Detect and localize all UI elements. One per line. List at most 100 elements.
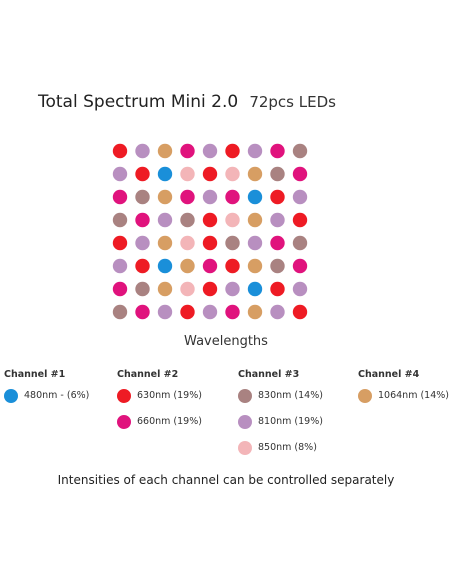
legend-item-810nm: 810nm (19%) bbox=[238, 414, 323, 429]
led-850nm-r2-c4 bbox=[180, 166, 195, 182]
led-810nm-r8-c8 bbox=[270, 304, 285, 320]
channel-2: Channel #2 630nm (19%) 660nm (19%) bbox=[117, 369, 202, 440]
led-1064nm-r6-c4 bbox=[180, 258, 195, 274]
led-830nm-r1-c9 bbox=[292, 143, 308, 159]
led-1064nm-r7-c3 bbox=[157, 281, 173, 297]
channel-title: Channel #2 bbox=[117, 369, 179, 380]
led-dot-icon bbox=[238, 388, 252, 403]
led-630nm-r4-c5 bbox=[202, 212, 218, 228]
led-810nm-r7-c6 bbox=[225, 281, 240, 297]
led-480nm-r7-c7 bbox=[247, 281, 263, 297]
led-480nm-r3-c7 bbox=[247, 189, 263, 205]
legend-item-660nm: 660nm (19%) bbox=[117, 414, 202, 429]
led-630nm-r6-c6 bbox=[225, 258, 240, 274]
led-dot-icon bbox=[358, 388, 372, 403]
legend-label: 480nm - (6%) bbox=[24, 390, 90, 401]
led-810nm-r4-c3 bbox=[157, 212, 173, 228]
led-480nm-r6-c3 bbox=[157, 258, 173, 274]
led-1064nm-r2-c7 bbox=[247, 166, 263, 182]
legend-label: 810nm (19%) bbox=[258, 416, 323, 427]
legend-item-1064nm: 1064nm (14%) bbox=[358, 388, 449, 403]
led-1064nm-r5-c3 bbox=[157, 235, 173, 251]
led-850nm-r7-c4 bbox=[180, 281, 195, 297]
led-810nm-r1-c7 bbox=[247, 143, 263, 159]
led-630nm-r7-c5 bbox=[202, 281, 218, 297]
led-630nm-r6-c2 bbox=[135, 258, 150, 274]
led-830nm-r7-c2 bbox=[135, 281, 150, 297]
led-660nm-r1-c4 bbox=[180, 143, 195, 159]
wavelengths-heading: Wavelengths bbox=[184, 334, 268, 349]
led-810nm-r4-c8 bbox=[270, 212, 285, 228]
led-850nm-r2-c6 bbox=[225, 166, 240, 182]
led-630nm-r8-c9 bbox=[292, 304, 308, 320]
led-480nm-r2-c3 bbox=[157, 166, 173, 182]
channel-3: Channel #3 830nm (14%) 810nm (19%) 850nm… bbox=[238, 369, 323, 466]
led-830nm-r8-c1 bbox=[112, 304, 128, 320]
channel-4: Channel #4 1064nm (14%) bbox=[358, 369, 449, 414]
channel-title: Channel #3 bbox=[238, 369, 300, 380]
led-660nm-r1-c8 bbox=[270, 143, 285, 159]
legend-label: 830nm (14%) bbox=[258, 390, 323, 401]
led-830nm-r5-c9 bbox=[292, 235, 308, 251]
led-660nm-r8-c6 bbox=[225, 304, 240, 320]
legend-item-630nm: 630nm (19%) bbox=[117, 388, 202, 403]
led-1064nm-r4-c7 bbox=[247, 212, 263, 228]
led-660nm-r5-c8 bbox=[270, 235, 285, 251]
led-1064nm-r6-c7 bbox=[247, 258, 263, 274]
led-830nm-r2-c8 bbox=[270, 166, 285, 182]
legend-label: 1064nm (14%) bbox=[378, 390, 449, 401]
channel-title: Channel #1 bbox=[4, 369, 66, 380]
led-630nm-r2-c2 bbox=[135, 166, 150, 182]
channel-1: Channel #1 480nm - (6%) bbox=[4, 369, 89, 414]
legend-item-480nm: 480nm - (6%) bbox=[4, 388, 89, 403]
led-810nm-r3-c5 bbox=[202, 189, 218, 205]
led-660nm-r6-c5 bbox=[202, 258, 218, 274]
led-810nm-r2-c1 bbox=[112, 166, 128, 182]
led-810nm-r1-c2 bbox=[135, 143, 150, 159]
led-630nm-r8-c4 bbox=[180, 304, 195, 320]
led-810nm-r5-c2 bbox=[135, 235, 150, 251]
legend-item-850nm: 850nm (8%) bbox=[238, 440, 323, 455]
led-660nm-r3-c4 bbox=[180, 189, 195, 205]
product-title: Total Spectrum Mini 2.0 bbox=[38, 92, 239, 112]
led-630nm-r3-c8 bbox=[270, 189, 285, 205]
led-630nm-r2-c5 bbox=[202, 166, 218, 182]
led-660nm-r8-c2 bbox=[135, 304, 150, 320]
led-830nm-r4-c1 bbox=[112, 212, 128, 228]
led-830nm-r5-c6 bbox=[225, 235, 240, 251]
led-630nm-r4-c9 bbox=[292, 212, 308, 228]
footer-note: Intensities of each channel can be contr… bbox=[57, 473, 395, 487]
led-830nm-r6-c8 bbox=[270, 258, 285, 274]
led-630nm-r5-c1 bbox=[112, 235, 128, 251]
led-630nm-r1-c6 bbox=[225, 143, 240, 159]
led-660nm-r3-c1 bbox=[112, 189, 128, 205]
led-810nm-r3-c9 bbox=[292, 189, 308, 205]
led-810nm-r7-c9 bbox=[292, 281, 308, 297]
legend-label: 850nm (8%) bbox=[258, 442, 317, 453]
led-850nm-r4-c6 bbox=[225, 212, 240, 228]
led-1064nm-r1-c3 bbox=[157, 143, 173, 159]
led-810nm-r6-c1 bbox=[112, 258, 128, 274]
led-810nm-r5-c7 bbox=[247, 235, 263, 251]
legend-item-830nm: 830nm (14%) bbox=[238, 388, 323, 403]
led-1064nm-r8-c7 bbox=[247, 304, 263, 320]
led-660nm-r7-c1 bbox=[112, 281, 128, 297]
led-630nm-r5-c5 bbox=[202, 235, 218, 251]
led-dot-icon bbox=[117, 414, 131, 429]
led-dot-icon bbox=[238, 440, 252, 455]
legend-label: 660nm (19%) bbox=[137, 416, 202, 427]
led-850nm-r5-c4 bbox=[180, 235, 195, 251]
led-dot-icon bbox=[117, 388, 131, 403]
led-830nm-r4-c4 bbox=[180, 212, 195, 228]
led-660nm-r4-c2 bbox=[135, 212, 150, 228]
legend-label: 630nm (19%) bbox=[137, 390, 202, 401]
led-660nm-r3-c6 bbox=[225, 189, 240, 205]
led-630nm-r7-c8 bbox=[270, 281, 285, 297]
led-1064nm-r3-c3 bbox=[157, 189, 173, 205]
led-810nm-r8-c5 bbox=[202, 304, 218, 320]
led-dot-icon bbox=[4, 388, 18, 403]
channel-title: Channel #4 bbox=[358, 369, 420, 380]
led-660nm-r6-c9 bbox=[292, 258, 308, 274]
led-810nm-r1-c5 bbox=[202, 143, 218, 159]
